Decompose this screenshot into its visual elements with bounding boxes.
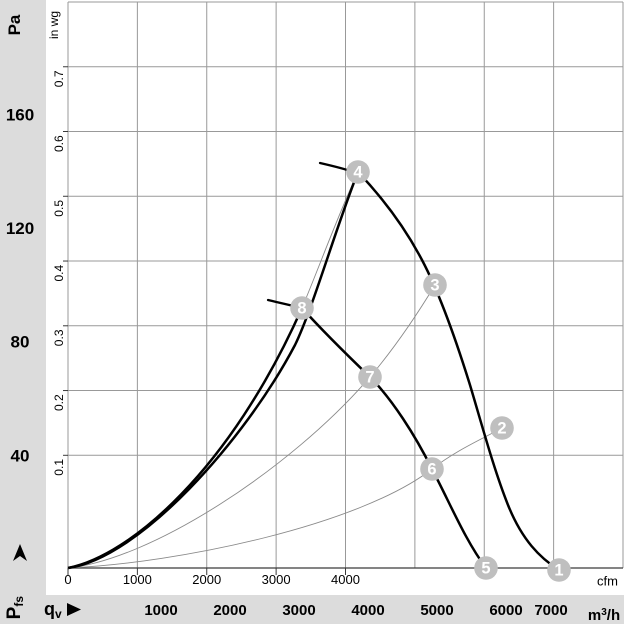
svg-text:120: 120 [6, 219, 34, 238]
svg-text:3000: 3000 [262, 572, 291, 587]
svg-text:3: 3 [430, 277, 439, 295]
svg-text:6: 6 [427, 461, 436, 479]
svg-text:7: 7 [365, 369, 374, 387]
svg-text:2000: 2000 [213, 602, 246, 619]
svg-text:cfm: cfm [597, 574, 618, 589]
svg-text:0.3: 0.3 [52, 329, 66, 346]
svg-text:1000: 1000 [123, 572, 152, 587]
svg-text:2: 2 [497, 420, 506, 438]
svg-text:0.6: 0.6 [52, 135, 66, 152]
svg-text:1: 1 [554, 562, 563, 580]
svg-text:0.7: 0.7 [52, 70, 66, 87]
svg-text:80: 80 [11, 333, 30, 352]
svg-text:40: 40 [11, 446, 30, 465]
svg-text:160: 160 [6, 106, 34, 125]
svg-text:0.4: 0.4 [52, 264, 66, 281]
svg-text:2000: 2000 [192, 572, 221, 587]
svg-text:4000: 4000 [331, 572, 360, 587]
svg-text:3000: 3000 [282, 602, 315, 619]
svg-text:0.1: 0.1 [52, 459, 66, 476]
svg-text:0: 0 [64, 572, 71, 587]
svg-text:4000: 4000 [351, 602, 384, 619]
svg-text:1000: 1000 [144, 602, 177, 619]
svg-text:4: 4 [353, 164, 363, 182]
svg-text:in wg: in wg [47, 11, 61, 39]
svg-text:8: 8 [297, 300, 306, 318]
svg-text:0.5: 0.5 [52, 200, 66, 217]
svg-text:7000: 7000 [534, 602, 567, 619]
svg-text:6000: 6000 [489, 602, 522, 619]
svg-text:5: 5 [481, 560, 490, 578]
svg-text:5000: 5000 [420, 602, 453, 619]
svg-text:Pa: Pa [5, 14, 24, 35]
svg-text:0.2: 0.2 [52, 394, 66, 411]
